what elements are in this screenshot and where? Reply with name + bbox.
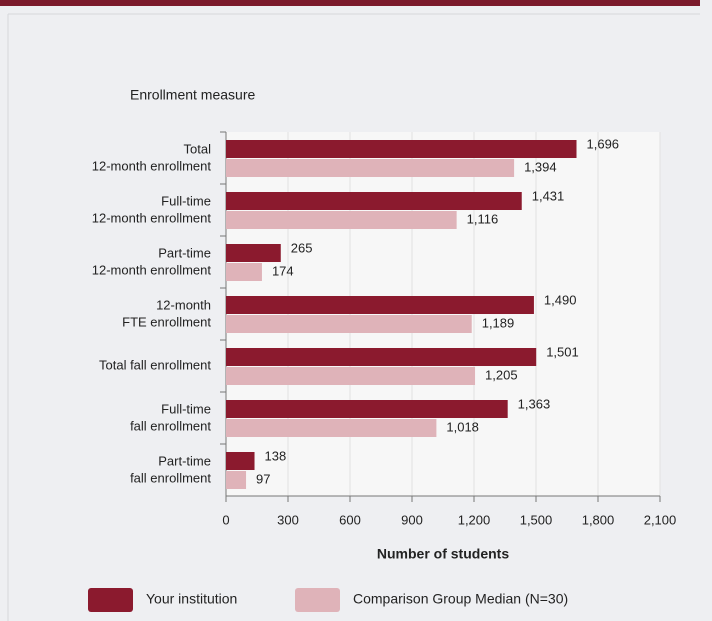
x-tick-label: 900 (401, 512, 423, 527)
y-tick-label: FTE enrollment (122, 314, 211, 329)
value-label: 1,501 (546, 344, 579, 359)
legend-swatch (295, 588, 340, 612)
y-tick-label: 12-month enrollment (92, 210, 212, 225)
y-tick-label: fall enrollment (130, 418, 211, 433)
value-label: 1,394 (524, 159, 557, 174)
bar (226, 315, 472, 333)
value-label: 1,431 (532, 188, 565, 203)
y-tick-label: Part-time (158, 453, 211, 468)
bar (226, 192, 522, 210)
bar (226, 348, 537, 366)
top-bar (0, 0, 700, 6)
legend-swatch (88, 588, 133, 612)
y-tick-label: 12-month (156, 297, 211, 312)
bar (226, 159, 515, 177)
y-tick-label: 12-month enrollment (92, 158, 212, 173)
x-tick-label: 0 (222, 512, 229, 527)
bar (226, 471, 247, 489)
value-label: 265 (291, 240, 313, 255)
value-label: 97 (256, 471, 270, 486)
legend-label: Your institution (146, 591, 237, 607)
value-label: 1,018 (446, 419, 479, 434)
y-tick-label: fall enrollment (130, 470, 211, 485)
y-axis-title: Enrollment measure (130, 87, 255, 103)
bar (226, 452, 255, 470)
x-tick-label: 1,200 (458, 512, 491, 527)
x-tick-label: 2,100 (644, 512, 677, 527)
value-label: 1,363 (518, 396, 551, 411)
x-tick-label: 1,800 (582, 512, 615, 527)
bar (226, 244, 281, 262)
y-tick-label: Part-time (158, 245, 211, 260)
bar (226, 367, 476, 385)
legend-label: Comparison Group Median (N=30) (353, 591, 568, 607)
value-label: 1,490 (544, 292, 577, 307)
value-label: 1,696 (587, 136, 620, 151)
y-tick-label: Full-time (161, 193, 211, 208)
bar (226, 211, 457, 229)
bar (226, 400, 508, 418)
value-label: 174 (272, 263, 294, 278)
x-axis-title: Number of students (377, 546, 509, 562)
value-label: 138 (265, 448, 287, 463)
y-tick-label: Total (184, 141, 212, 156)
y-tick-label: Full-time (161, 401, 211, 416)
value-label: 1,205 (485, 367, 518, 382)
x-tick-label: 300 (277, 512, 299, 527)
x-tick-label: 600 (339, 512, 361, 527)
value-label: 1,189 (482, 315, 515, 330)
y-tick-label: 12-month enrollment (92, 262, 212, 277)
bar (226, 419, 437, 437)
value-label: 1,116 (467, 211, 499, 226)
y-tick-label: Total fall enrollment (99, 357, 211, 372)
bar (226, 263, 262, 281)
x-tick-label: 1,500 (520, 512, 553, 527)
bar (226, 296, 534, 314)
bar (226, 140, 577, 158)
